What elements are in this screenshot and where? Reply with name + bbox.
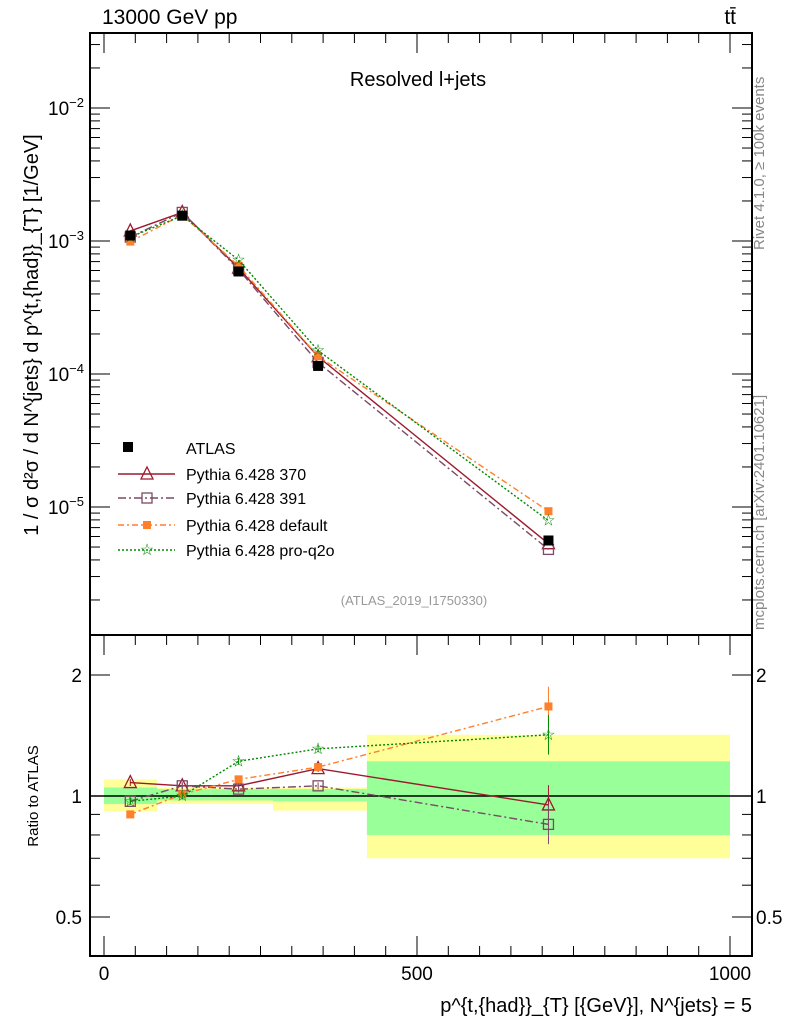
data-point bbox=[125, 230, 136, 241]
ratio-series-point: ☆ bbox=[231, 753, 245, 770]
legend-marker bbox=[139, 465, 155, 480]
process-label: tt̄ bbox=[724, 6, 736, 29]
x-tick-label: 0 bbox=[99, 964, 110, 985]
ratio-y-tick-label: 2 bbox=[71, 666, 82, 687]
ratio-series-point bbox=[312, 780, 324, 792]
ratio-y-tick-label-right: 1 bbox=[756, 787, 767, 808]
x-tick-label: 500 bbox=[401, 964, 433, 985]
legend-marker bbox=[141, 492, 153, 504]
legend-marker bbox=[143, 521, 151, 529]
ratio-series-point: ☆ bbox=[123, 793, 137, 810]
analysis-label: (ATLAS_2019_I1750330) bbox=[341, 593, 487, 608]
main-series-point bbox=[234, 261, 243, 270]
rivet-label: Rivet 4.1.0, ≥ 100k events bbox=[751, 77, 768, 250]
ratio-series-point bbox=[126, 810, 135, 819]
ratio-series-point: ☆ bbox=[541, 727, 555, 744]
main-series-point: ☆ bbox=[541, 513, 555, 530]
legend-marker: ☆ bbox=[140, 542, 154, 559]
ratio-y-tick-label: 0.5 bbox=[56, 908, 82, 929]
ratio-series-point bbox=[544, 702, 553, 711]
legend-label: Pythia 6.428 pro-q2o bbox=[186, 543, 335, 560]
ratio-ylabel: Ratio to ATLAS bbox=[25, 745, 42, 846]
y-tick-label: 10−3 bbox=[48, 228, 84, 253]
legend-label: Pythia 6.428 default bbox=[186, 518, 328, 535]
main-ylabel: 1 / σ d²σ / d N^{jets} d p^{t,{had}}_{T}… bbox=[21, 134, 43, 536]
ratio-band-inner bbox=[273, 789, 367, 802]
main-series-line bbox=[129, 214, 549, 512]
ratio-y-tick-label-right: 2 bbox=[756, 666, 767, 687]
ratio-series-point bbox=[232, 783, 245, 795]
xlabel: p^{t,{had}}_{T} [{GeV}], N^{jets} = 5 bbox=[440, 995, 752, 1017]
main-series-line bbox=[129, 211, 549, 550]
ratio-series-point bbox=[234, 775, 243, 784]
data-point bbox=[177, 210, 188, 221]
ratio-y-tick-label-right: 0.5 bbox=[756, 908, 782, 929]
y-tick-label: 10−5 bbox=[48, 494, 84, 519]
ratio-series-point bbox=[123, 774, 138, 789]
ratio-series-point: ☆ bbox=[311, 741, 325, 758]
legend-label: ATLAS bbox=[186, 441, 236, 458]
beam-label: 13000 GeV pp bbox=[102, 6, 237, 29]
data-point bbox=[543, 535, 554, 546]
ratio-y-tick-label: 1 bbox=[71, 787, 82, 808]
y-tick-label: 10−4 bbox=[48, 361, 84, 386]
x-tick-label: 1000 bbox=[709, 964, 751, 985]
chart-title: Resolved l+jets bbox=[350, 69, 486, 91]
ratio-series-point: ☆ bbox=[175, 788, 189, 805]
data-point bbox=[313, 360, 324, 371]
legend-marker bbox=[123, 442, 133, 452]
main-series-point: ☆ bbox=[231, 252, 245, 269]
main-series-point bbox=[314, 352, 323, 361]
ratio-series-point bbox=[542, 818, 555, 831]
source-label: mcplots.cern.ch [arXiv:2401.10621] bbox=[751, 395, 768, 630]
main-series-point bbox=[126, 237, 135, 246]
legend-label: Pythia 6.428 370 bbox=[186, 467, 306, 484]
data-point bbox=[233, 266, 244, 277]
main-series-line bbox=[130, 214, 549, 522]
main-series-point: ☆ bbox=[311, 343, 325, 360]
legend-label: Pythia 6.428 391 bbox=[186, 491, 306, 508]
y-tick-label: 10−2 bbox=[48, 95, 84, 120]
main-series-point bbox=[544, 507, 553, 516]
ratio-series-point bbox=[314, 763, 323, 772]
ratio-series-line bbox=[130, 785, 549, 826]
